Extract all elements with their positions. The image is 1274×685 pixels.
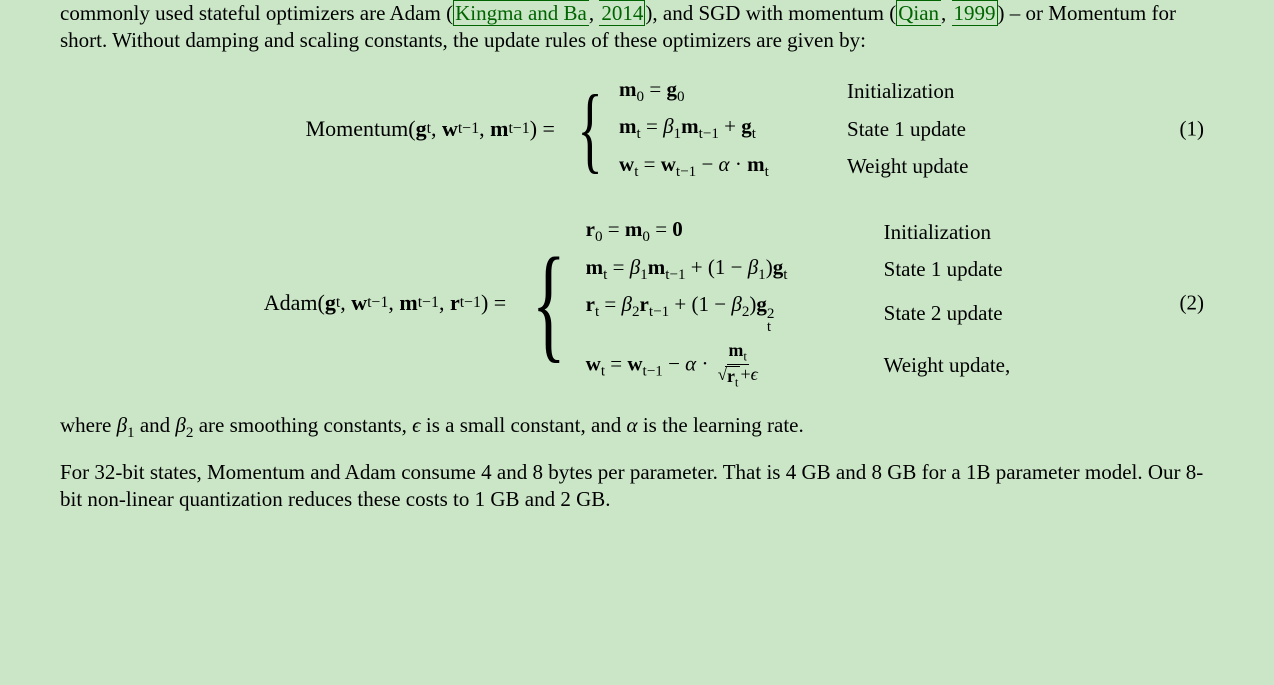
eq1-number: (1) — [1180, 116, 1205, 143]
eq1-s1-math: mt = β1mt−1 + gt — [619, 113, 829, 145]
eq2-cases: r0 = m0 = 0 Initialization mt = β1mt−1 +… — [586, 216, 1011, 389]
text: commonly used stateful optimizers are Ad… — [60, 1, 453, 25]
eq2-w-math: wt = wt−1 − α · mt√rt+ϵ — [586, 341, 866, 390]
eq2-case-init: r0 = m0 = 0 Initialization — [586, 216, 1011, 248]
eq1-init-math: m0 = g0 — [619, 76, 829, 108]
cite-kingma-author[interactable]: Kingma and Ba — [453, 0, 589, 26]
cite-qian-author[interactable]: Qian — [896, 0, 941, 26]
eq2-s1-math: mt = β1mt−1 + (1 − β1)gt — [586, 254, 866, 286]
page: commonly used stateful optimizers are Ad… — [0, 0, 1274, 513]
eq1-s1-label: State 1 update — [847, 116, 966, 143]
brace-glyph: { — [577, 81, 602, 177]
eq1-lhs: Momentum(gt, wt−1, mt−1) = — [306, 115, 555, 143]
text: , — [941, 1, 952, 25]
eq2-case-state1: mt = β1mt−1 + (1 − β1)gt State 1 update — [586, 254, 1011, 286]
cite-kingma-year[interactable]: 2014 — [599, 0, 645, 26]
eq1-case-state1: mt = β1mt−1 + gt State 1 update — [619, 113, 968, 145]
eq1-w-math: wt = wt−1 − α · mt — [619, 151, 829, 183]
eq2-case-weight: wt = wt−1 − α · mt√rt+ϵ Weight update, — [586, 341, 1011, 390]
text: where β1 and β2 are smoothing constants,… — [60, 413, 804, 437]
brace-glyph: { — [532, 239, 566, 367]
text: ), and SGD with momentum ( — [645, 1, 896, 25]
eq2-case-state2: rt = β2rt−1 + (1 − β2)g2t State 2 update — [586, 291, 1011, 334]
eq1-cases: m0 = g0 Initialization mt = β1mt−1 + gt … — [619, 76, 968, 183]
eq2-brace: { — [518, 239, 579, 367]
fn-name: Momentum — [306, 115, 409, 143]
eq1-case-init: m0 = g0 Initialization — [619, 76, 968, 108]
eq2-number: (2) — [1180, 290, 1205, 317]
where-paragraph: where β1 and β2 are smoothing constants,… — [60, 412, 1214, 444]
eq2-init-math: r0 = m0 = 0 — [586, 216, 866, 248]
eq1-brace: { — [567, 81, 613, 177]
memory-paragraph: For 32-bit states, Momentum and Adam con… — [60, 459, 1214, 513]
equation-adam: Adam(gt, wt−1, mt−1, rt−1) = { r0 = m0 =… — [60, 216, 1214, 389]
equation-momentum: Momentum(gt, wt−1, mt−1) = { m0 = g0 Ini… — [60, 76, 1214, 183]
text: , — [589, 1, 600, 25]
eq2-lhs: Adam(gt, wt−1, mt−1, rt−1) = — [264, 289, 506, 317]
eq2-init-label: Initialization — [884, 219, 991, 246]
cite-qian-year[interactable]: 1999 — [952, 0, 998, 26]
eq1-w-label: Weight update — [847, 153, 968, 180]
eq2-s2-math: rt = β2rt−1 + (1 − β2)g2t — [586, 291, 866, 334]
eq2-w-label: Weight update, — [884, 352, 1011, 379]
eq2-s1-label: State 1 update — [884, 256, 1003, 283]
intro-paragraph: commonly used stateful optimizers are Ad… — [60, 0, 1214, 54]
eq1-init-label: Initialization — [847, 78, 954, 105]
fn-name: Adam — [264, 289, 318, 317]
eq1-case-weight: wt = wt−1 − α · mt Weight update — [619, 151, 968, 183]
eq2-s2-label: State 2 update — [884, 300, 1003, 327]
